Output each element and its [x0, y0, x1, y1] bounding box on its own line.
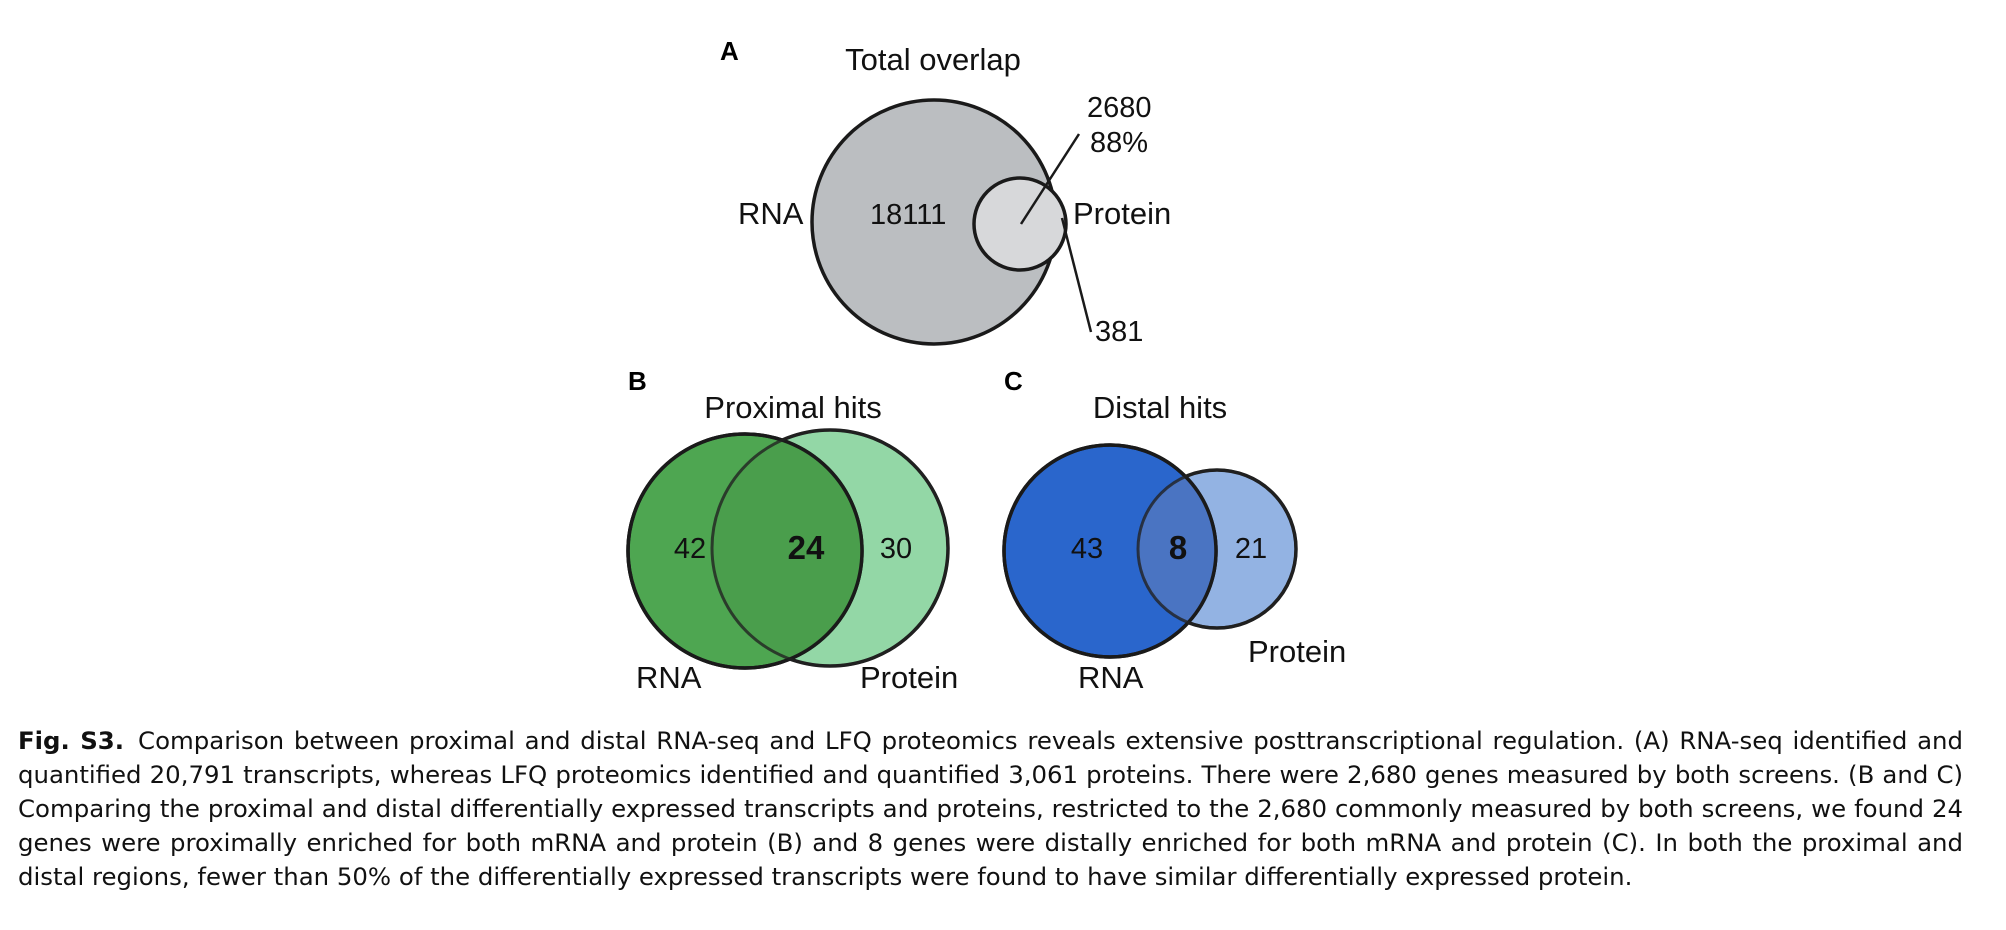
panel-a-title: Total overlap [845, 42, 1021, 77]
panel-a-rna-label: RNA [738, 196, 804, 231]
panel-a-letter: A [720, 36, 739, 66]
panel-b-title: Proximal hits [704, 390, 881, 425]
panel-a-overlap-percent: 88% [1090, 127, 1148, 159]
panel-b-protein-outline [710, 428, 950, 668]
figure-caption: Fig. S3. Comparison between proximal and … [18, 724, 1963, 894]
panel-a-overlap-leader [1019, 133, 1081, 225]
panel-b-protein-label: Protein [860, 660, 958, 695]
panel-b-overlap-region [712, 434, 862, 666]
panel-c-title: Distal hits [1093, 390, 1227, 425]
panel-c-protein-label: Protein [1248, 634, 1346, 669]
panel-a-protein-circle [972, 176, 1068, 272]
panel-c-protein-outline [1136, 468, 1298, 630]
panel-a: A Total overlap RNA 18111 Protein 2680 8… [720, 36, 1171, 348]
panel-a-overlap-count: 2680 [1087, 92, 1152, 124]
figure-s3: A Total overlap RNA 18111 Protein 2680 8… [626, 36, 1346, 695]
panel-c-rna-only-count: 43 [1071, 533, 1103, 565]
panel-b-protein-only-count: 30 [880, 533, 912, 565]
panel-c: C Distal hits 43 8 21 RNA Protein [1002, 366, 1346, 695]
panel-b-rna-outline [626, 432, 864, 670]
panel-c-rna-label: RNA [1078, 660, 1144, 695]
panel-c-protein-only-count: 21 [1235, 533, 1267, 565]
panel-c-overlap-region [1138, 470, 1216, 628]
panel-b-rna-only-count: 42 [674, 533, 706, 565]
panel-a-rna-only-count: 18111 [870, 199, 946, 231]
panel-b: B Proximal hits 42 24 30 RNA Protein [626, 366, 958, 695]
panel-c-letter: C [1004, 366, 1023, 396]
caption-text: Comparison between proximal and distal R… [18, 726, 1963, 891]
figure-label: Fig. S3. [18, 726, 125, 755]
panel-c-rna-outline [1002, 443, 1218, 659]
panel-b-overlap-count: 24 [788, 529, 825, 566]
panel-b-letter: B [628, 366, 647, 396]
panel-c-overlap-count: 8 [1169, 529, 1187, 566]
panel-a-protein-label: Protein [1073, 196, 1171, 231]
panel-b-rna-label: RNA [636, 660, 702, 695]
panel-a-protein-only-count: 381 [1095, 316, 1143, 348]
panel-a-protein-only-leader [1060, 217, 1093, 333]
